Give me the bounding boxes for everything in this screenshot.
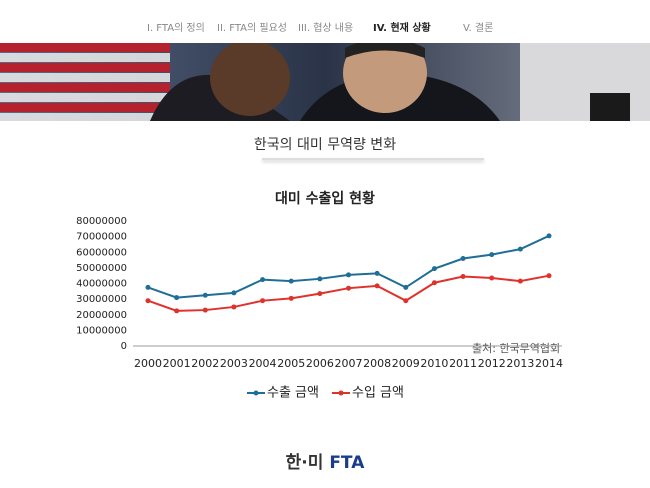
x-tick-label: 2014 [535, 357, 563, 370]
legend-label: 수입 금액 [352, 386, 404, 401]
data-point [317, 276, 323, 282]
nav-item[interactable]: V. 결론 [463, 23, 494, 34]
y-tick-label: 80000000 [76, 216, 127, 227]
data-point [346, 272, 351, 278]
x-tick-label: 2010 [420, 357, 448, 370]
series-line [147, 274, 550, 312]
nav-item[interactable]: II. FTA의 필요성 [217, 23, 287, 34]
data-point [260, 277, 266, 283]
data-point [346, 285, 351, 291]
y-tick-label: 70000000 [76, 232, 127, 243]
data-point [174, 308, 180, 314]
logo: 한·미 FTA [0, 448, 650, 473]
x-tick-label: 2001 [163, 357, 191, 370]
x-tick-label: 2005 [277, 357, 305, 370]
x-tick-label: 2004 [249, 357, 277, 370]
legend-marker [253, 390, 259, 396]
data-point [517, 278, 523, 284]
x-tick-label: 2006 [306, 357, 334, 370]
data-point [202, 292, 208, 298]
banner-image [0, 43, 650, 121]
chart-title: 대미 수출입 현황 [275, 190, 375, 207]
data-point [174, 295, 180, 301]
data-point [374, 283, 380, 289]
data-point [431, 280, 437, 286]
y-tick-label: 10000000 [76, 325, 127, 336]
data-point [489, 252, 495, 258]
x-tick-label: 2012 [478, 357, 506, 370]
data-point [460, 256, 466, 261]
y-tick-label: 40000000 [76, 279, 127, 290]
data-point [288, 278, 294, 284]
y-tick-label: 0 [121, 341, 127, 352]
chart: 대미 수출입 현황 출처: 한국무역협회 0 10000000 20000000 30… [76, 190, 563, 401]
data-point [317, 291, 323, 297]
data-point [145, 284, 151, 290]
x-tick-label: 2000 [134, 357, 162, 370]
nav-item[interactable]: IV. 현재 상황 [373, 23, 431, 34]
legend-label: 수출 금액 [267, 386, 319, 401]
x-tick-label: 2003 [220, 357, 248, 370]
x-tick-label: 2009 [392, 357, 420, 370]
divider [262, 158, 484, 160]
legend-marker [338, 390, 344, 396]
nav-item[interactable]: I. FTA의 정의 [147, 23, 205, 34]
logo-text: 한·미 [285, 453, 324, 473]
data-point [288, 295, 294, 301]
data-point [231, 304, 237, 310]
data-point [489, 275, 495, 281]
data-point [546, 273, 552, 279]
x-tick-label: 2002 [191, 357, 219, 370]
source-note: 출처: 한국무역협회 [472, 342, 560, 355]
data-point [460, 273, 466, 279]
data-point [374, 270, 380, 276]
y-tick-label: 30000000 [76, 294, 127, 305]
data-point [145, 298, 151, 304]
y-tick-label: 60000000 [76, 247, 127, 258]
data-point [546, 233, 552, 239]
data-point [517, 246, 523, 252]
data-point [260, 298, 266, 304]
y-tick-label: 50000000 [76, 263, 127, 274]
data-point [403, 298, 409, 304]
section-title: 한국의 대미 무역량 변화 [253, 137, 397, 153]
x-tick-label: 2007 [335, 357, 363, 370]
nav-item[interactable]: III. 협상 내용 [298, 23, 354, 34]
data-point [431, 266, 437, 272]
x-tick-label: 2011 [449, 357, 477, 370]
x-tick-label: 2008 [363, 357, 391, 370]
logo-fta: FTA [329, 453, 365, 473]
data-point [403, 284, 409, 290]
data-point [202, 307, 208, 313]
x-tick-label: 2013 [506, 357, 534, 370]
data-point [231, 290, 237, 296]
y-tick-label: 20000000 [76, 310, 127, 321]
